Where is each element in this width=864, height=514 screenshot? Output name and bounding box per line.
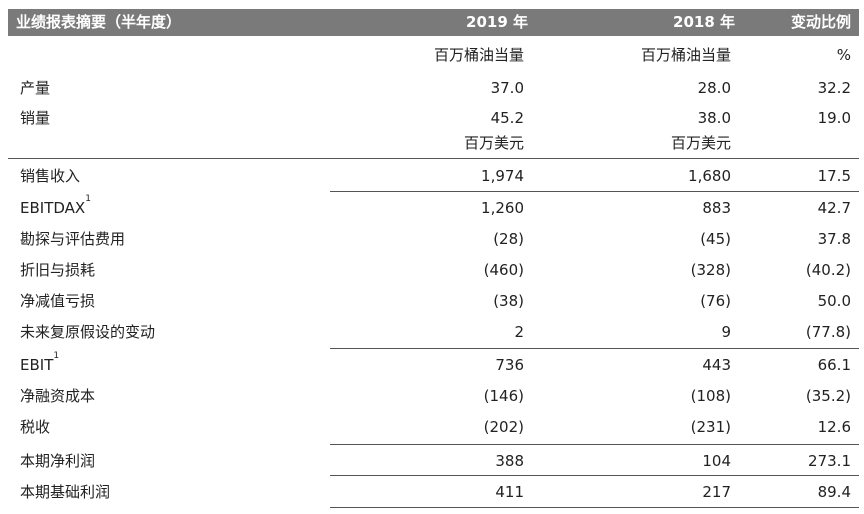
value-change: 37.8 (817, 230, 851, 248)
table-row: 销量 45.2 38.0 19.0 (8, 104, 859, 132)
row-label: 未来复原假设的变动 (20, 323, 156, 341)
table-title: 业绩报表摘要（半年度） (16, 13, 182, 31)
value-change: 89.4 (817, 483, 851, 501)
table-row: EBIT1 736 443 66.1 (8, 351, 859, 379)
table-row: 净融资成本 (146) (108) (35.2) (8, 382, 859, 410)
value-2019: 388 (495, 452, 524, 470)
column-header-2019: 2019 年 (466, 13, 528, 31)
value-2019: 411 (495, 483, 524, 501)
value-2018: (108) (690, 387, 731, 405)
row-label: 净减值亏损 (20, 292, 96, 310)
row-label: 本期基础利润 (20, 483, 111, 501)
table-row: 净减值亏损 (38) (76) 50.0 (8, 287, 859, 315)
value-change: 12.6 (817, 418, 851, 436)
value-2018: 217 (702, 483, 731, 501)
footnote-marker: 1 (85, 194, 91, 204)
value-change: 50.0 (817, 292, 851, 310)
column-header-2018: 2018 年 (673, 13, 735, 31)
value-change: 42.7 (817, 199, 851, 217)
unit-percent: % (836, 46, 851, 64)
column-header-change: 变动比例 (790, 13, 851, 31)
table-row: 本期基础利润 411 217 89.4 (8, 478, 859, 506)
unit-2018: 百万桶油当量 (640, 46, 731, 64)
row-label: 净融资成本 (20, 387, 96, 405)
divider (330, 191, 859, 192)
unit-row-currency: 百万美元 百万美元 (8, 129, 859, 157)
row-label: 销售收入 (20, 167, 81, 185)
divider (8, 158, 859, 159)
footnote-marker: 1 (53, 351, 60, 361)
value-change: 66.1 (817, 356, 851, 374)
value-change: 17.5 (817, 167, 851, 185)
value-2019: 2 (514, 323, 524, 341)
value-2019: 1,974 (481, 167, 524, 185)
value-2019: 1,260 (481, 199, 524, 217)
value-2019: 736 (495, 356, 524, 374)
table-row: 税收 (202) (231) 12.6 (8, 413, 859, 441)
value-change: (35.2) (805, 387, 851, 405)
unit-2019: 百万美元 (463, 134, 524, 152)
row-label: 折旧与损耗 (20, 261, 96, 279)
value-change: (40.2) (805, 261, 851, 279)
value-2018: 883 (702, 199, 731, 217)
table-row: 产量 37.0 28.0 32.2 (8, 74, 859, 102)
row-label: 产量 (20, 79, 51, 97)
row-label: 勘探与评估费用 (20, 230, 126, 248)
table-row: 本期净利润 388 104 273.1 (8, 447, 859, 475)
value-2018: (45) (700, 230, 731, 248)
value-change: 19.0 (817, 109, 851, 127)
value-change: 273.1 (808, 452, 851, 470)
value-2018: 443 (702, 356, 731, 374)
value-2018: 104 (702, 452, 731, 470)
unit-2018: 百万美元 (670, 134, 731, 152)
row-label: EBITDAX1 (20, 194, 91, 218)
table-row: 销售收入 1,974 1,680 17.5 (8, 162, 859, 190)
row-label: EBIT1 (20, 351, 60, 375)
row-label: 本期净利润 (20, 452, 96, 470)
table-row: EBITDAX1 1,260 883 42.7 (8, 194, 859, 222)
value-change: 32.2 (817, 79, 851, 97)
divider (330, 348, 859, 349)
value-2018: 1,680 (688, 167, 731, 185)
value-2018: (328) (690, 261, 731, 279)
value-change: (77.8) (805, 323, 851, 341)
divider (330, 507, 859, 508)
table-header: 业绩报表摘要（半年度） 2019 年 2018 年 变动比例 (8, 9, 859, 36)
table-row: 折旧与损耗 (460) (328) (40.2) (8, 256, 859, 284)
divider (330, 444, 859, 445)
table-row: 未来复原假设的变动 2 9 (77.8) (8, 318, 859, 346)
value-2018: (76) (700, 292, 731, 310)
value-2019: (146) (483, 387, 524, 405)
value-2019: (202) (483, 418, 524, 436)
value-2018: 9 (721, 323, 731, 341)
value-2019: (38) (493, 292, 524, 310)
value-2019: (28) (493, 230, 524, 248)
unit-row-volume: 百万桶油当量 百万桶油当量 % (8, 41, 859, 69)
value-2019: 37.0 (490, 79, 524, 97)
value-2019: (460) (483, 261, 524, 279)
row-label: 销量 (20, 109, 51, 127)
divider (330, 475, 859, 476)
unit-2019: 百万桶油当量 (433, 46, 524, 64)
table-row: 勘探与评估费用 (28) (45) 37.8 (8, 225, 859, 253)
value-2018: (231) (690, 418, 731, 436)
value-2019: 45.2 (490, 109, 524, 127)
value-2018: 28.0 (697, 79, 731, 97)
value-2018: 38.0 (697, 109, 731, 127)
row-label: 税收 (20, 418, 51, 436)
